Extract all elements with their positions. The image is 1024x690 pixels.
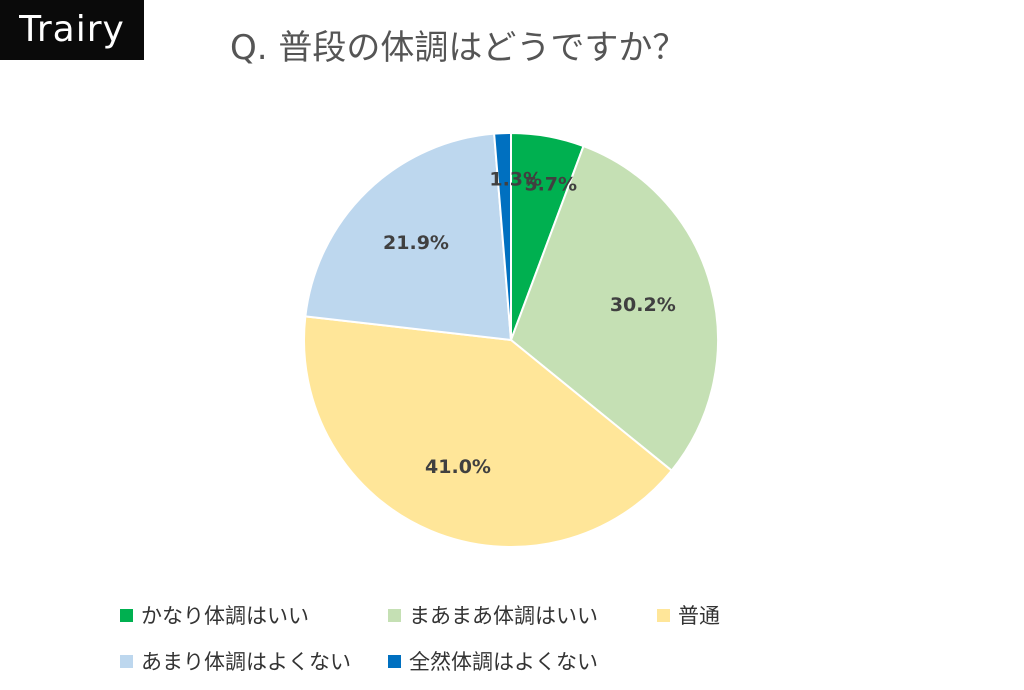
legend-swatch (120, 654, 133, 668)
chart-title: Q. 普段の体調はどうですか？ (230, 28, 687, 68)
pie-slice-2 (509, 144, 719, 472)
legend-item-5: 全然体調はよくない (388, 646, 598, 676)
slice-label-2: 30.2% (610, 294, 676, 316)
legend-swatch (657, 608, 670, 622)
brand-logo: Trairy (0, 0, 144, 60)
pie-slice-4 (304, 132, 513, 342)
legend-label: 普通 (678, 604, 720, 628)
legend-swatch (388, 608, 401, 622)
legend-swatch (120, 608, 133, 622)
slice-label-5: 1.3% (489, 169, 542, 191)
legend-label: 全然体調はよくない (409, 650, 598, 674)
legend-label: まあまあ体調はいい (409, 604, 598, 628)
legend-item-2: まあまあ体調はいい (388, 600, 598, 630)
legend-item-1: かなり体調はいい (120, 600, 309, 630)
slice-label-1: 5.7% (524, 174, 577, 196)
legend-swatch (388, 654, 401, 668)
pie-slice-3 (303, 315, 674, 548)
legend-label: かなり体調はいい (141, 604, 309, 628)
pie-slice-5 (493, 131, 512, 341)
slice-label-4: 21.9% (383, 232, 449, 254)
legend-item-3: 普通 (657, 600, 720, 630)
slice-label-3: 41.0% (425, 456, 491, 478)
legend-item-4: あまり体調はよくない (120, 646, 351, 676)
legend-label: あまり体調はよくない (141, 650, 351, 674)
